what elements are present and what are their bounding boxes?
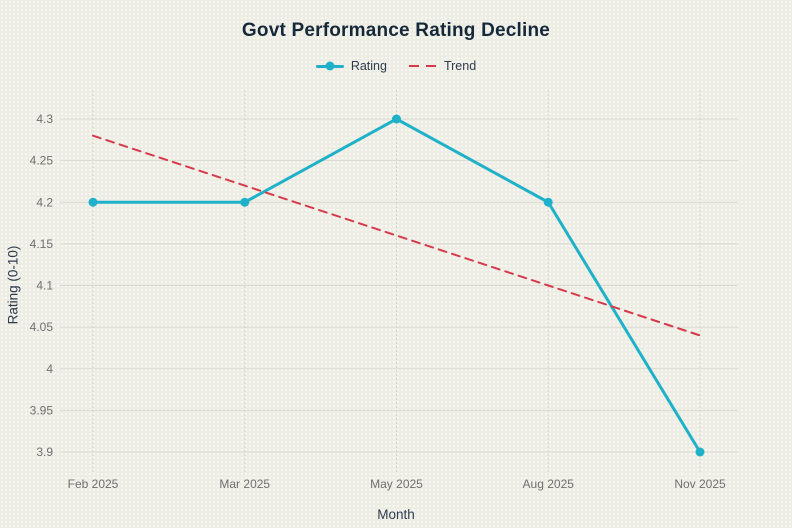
rating-point-0[interactable]: [88, 197, 98, 207]
rating-point-2[interactable]: [392, 114, 401, 124]
y-tick-label: 4.2: [36, 195, 53, 209]
x-tick-label: Feb 2025: [68, 477, 119, 491]
y-tick-label: 4.25: [30, 154, 54, 168]
rating-line-swatch-icon: [315, 64, 344, 68]
trend-line[interactable]: [92, 134, 701, 337]
x-tick-label: May 2025: [370, 477, 423, 491]
y-tick-label: 4.15: [30, 237, 54, 251]
legend: Rating Trend: [0, 59, 792, 73]
x-axis-title: Month: [377, 507, 415, 522]
gridlines: [60, 90, 738, 472]
legend-rating-label: Rating: [350, 59, 387, 73]
chart-title: Govt Performance Rating Decline: [241, 20, 551, 41]
rating-point-4[interactable]: [695, 447, 705, 457]
y-tick-label: 3.95: [30, 403, 54, 417]
y-tick-label: 4.3: [36, 112, 53, 126]
x-tick-label: Aug 2025: [523, 477, 575, 491]
x-tick-label: Nov 2025: [674, 477, 726, 491]
legend-trend-label: Trend: [443, 59, 477, 73]
rating-point-3[interactable]: [543, 197, 553, 207]
y-tick-label: 4.05: [30, 320, 54, 334]
rating-point-1[interactable]: [240, 197, 250, 207]
trend-dashed-swatch-icon: [408, 64, 437, 68]
legend-item-rating[interactable]: Rating: [315, 59, 387, 73]
y-tick-label: 4.1: [36, 279, 53, 293]
legend-item-trend[interactable]: Trend: [408, 59, 477, 73]
x-tick-label: Mar 2025: [219, 477, 270, 491]
y-tick-label: 3.9: [36, 445, 53, 459]
y-tick-label: 4: [46, 362, 53, 376]
